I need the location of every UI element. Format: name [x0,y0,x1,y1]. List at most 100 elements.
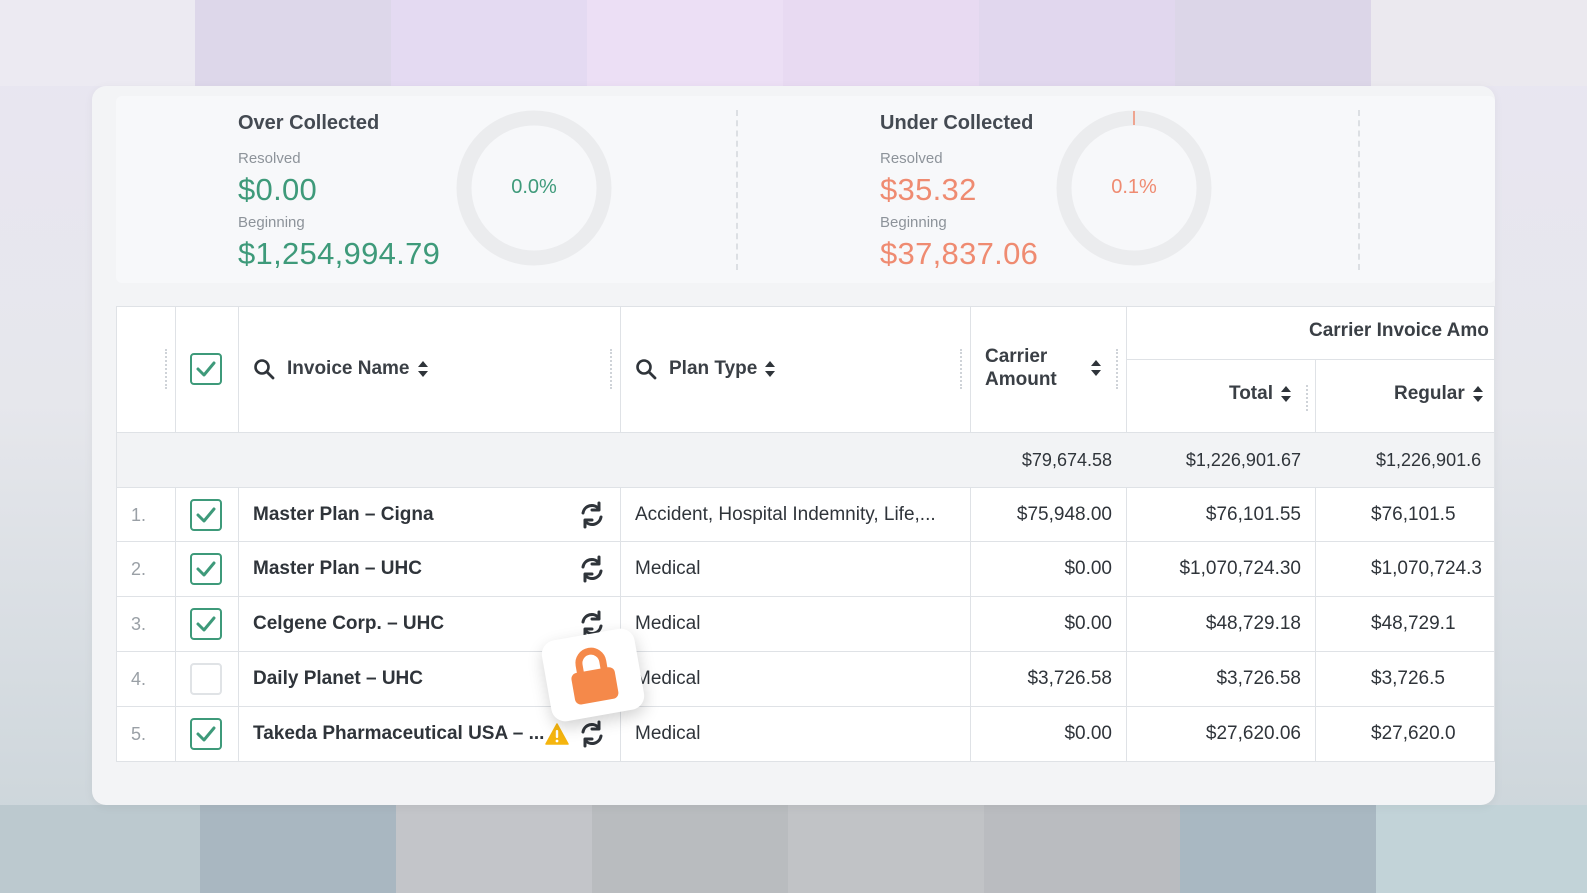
sort-icon[interactable] [1471,385,1485,403]
under-beginning-label: Beginning [880,214,947,231]
checkmark-icon [196,616,216,632]
over-collected-percent: 0.0% [511,176,557,198]
row-divider [117,487,1494,488]
reconciliation-panel: Over Collected Resolved $0.00 Beginning … [92,86,1495,805]
table-row[interactable]: 2. Master Plan – UHC Medical $0.00 $1,070,72… [117,542,1494,596]
row-select-checkbox[interactable] [190,718,222,750]
invoice-name[interactable]: Daily Planet – UHC [253,668,423,689]
checkmark-icon [196,507,216,523]
table-row[interactable]: 4. Daily Planet – UHC Medical $3,726.58 $3,7… [117,652,1494,706]
total-amount: $76,101.55 [1205,504,1301,525]
regular-amount: $3,726.5 [1371,668,1445,689]
regular-header[interactable]: Regular [1394,379,1485,409]
over-collected-title: Over Collected [238,112,380,134]
plan-type: Medical [635,613,701,634]
row-number: 2. [131,558,147,579]
sort-icon[interactable] [1089,359,1103,377]
row-number: 3. [131,613,147,634]
row-number: 1. [131,504,147,525]
regular-amount: $27,620.0 [1371,723,1456,744]
plan-type-header[interactable]: Plan Type [635,349,777,389]
totals-row: $79,674.58 $1,226,901.67 $1,226,901.6 [117,433,1494,487]
carrier-amount: $0.00 [1064,558,1112,579]
total-amount: $3,726.58 [1216,668,1301,689]
row-number: 5. [131,723,147,744]
under-collected-card: Under Collected Resolved $35.32 Beginnin… [756,96,1356,283]
total-amount: $27,620.06 [1205,723,1301,744]
total-header-label: Total [1229,383,1273,404]
over-resolved-label: Resolved [238,150,301,167]
invoice-name-header[interactable]: Invoice Name [253,349,430,389]
plan-type-header-label: Plan Type [669,358,758,379]
invoice-table: Invoice Name Plan Type Carrier Amount Ca… [116,306,1495,762]
regular-amount: $1,070,724.3 [1371,558,1482,579]
refresh-icon[interactable] [578,555,606,583]
column-resize-handle[interactable] [1306,385,1308,411]
carrier-amount: $0.00 [1064,613,1112,634]
column-resize-handle[interactable] [610,349,612,389]
plan-type: Medical [635,723,701,744]
row-divider [117,651,1494,652]
search-icon[interactable] [635,358,657,380]
carrier-amount-header[interactable]: Carrier Amount [985,345,1057,391]
lock-icon [571,647,619,705]
collection-summary: Over Collected Resolved $0.00 Beginning … [116,96,1495,283]
over-collected-card: Over Collected Resolved $0.00 Beginning … [116,96,736,283]
carrier-amount: $75,948.00 [1016,504,1112,525]
row-divider [117,596,1494,597]
plan-type: Medical [635,558,701,579]
table-row[interactable]: 3. Celgene Corp. – UHC Medical $0.00 $48,729… [117,597,1494,651]
invoice-name-header-label: Invoice Name [287,358,410,379]
search-icon[interactable] [253,358,275,380]
total-header[interactable]: Total [1229,379,1293,409]
over-beginning-label: Beginning [238,214,305,231]
plan-type: Medical [635,668,701,689]
carrier-amount: $3,726.58 [1027,668,1112,689]
table-row[interactable]: 1. Master Plan – Cigna Accident, Hospital … [117,488,1494,542]
table-row[interactable]: 5. Takeda Pharmaceutical USA – ... Medical… [117,707,1494,761]
select-all-checkbox[interactable] [190,353,222,385]
summary-divider [736,110,738,270]
invoice-name[interactable]: Celgene Corp. – UHC [253,613,445,634]
regular-amount: $76,101.5 [1371,504,1456,525]
sort-icon[interactable] [416,360,430,378]
refresh-icon[interactable] [578,720,606,748]
over-resolved-value: $0.00 [238,172,318,207]
invoice-name[interactable]: Master Plan – Cigna [253,504,434,525]
under-beginning-value: $37,837.06 [880,236,1039,271]
regular-amount: $48,729.1 [1371,613,1456,634]
sort-icon[interactable] [1279,385,1293,403]
lock-badge [539,626,647,724]
checkmark-icon [196,561,216,577]
col-divider [1126,307,1127,761]
invoice-name[interactable]: Master Plan – UHC [253,558,422,579]
column-resize-handle[interactable] [1116,349,1118,389]
carrier-amount: $0.00 [1064,723,1112,744]
total-regular-amount: $1,226,901.6 [1376,449,1482,470]
row-select-checkbox[interactable] [190,499,222,531]
col-divider [175,307,176,761]
col-divider [238,307,239,761]
warning-icon[interactable] [545,722,569,746]
refresh-icon[interactable] [578,501,606,529]
col-divider [970,307,971,761]
regular-header-label: Regular [1394,383,1465,404]
row-select-checkbox[interactable] [190,663,222,695]
sort-icon[interactable] [763,360,777,378]
total-amount: $48,729.18 [1205,613,1301,634]
row-divider [117,541,1494,542]
row-select-checkbox[interactable] [190,553,222,585]
column-resize-handle[interactable] [960,349,962,389]
checkmark-icon [196,726,216,742]
carrier-amount-header-line1: Carrier [985,346,1048,367]
carrier-amount-header-line2: Amount [985,369,1057,390]
total-total-amount: $1,226,901.67 [1185,449,1301,470]
under-collected-title: Under Collected [880,112,1034,134]
invoice-name[interactable]: Takeda Pharmaceutical USA – ... [253,723,545,744]
column-resize-handle[interactable] [165,349,167,389]
row-divider [117,432,1494,433]
carrier-invoice-amount-group-header: Carrier Invoice Amo [1309,320,1489,341]
row-select-checkbox[interactable] [190,608,222,640]
under-collected-percent: 0.1% [1111,176,1157,198]
checkmark-icon [196,361,216,377]
